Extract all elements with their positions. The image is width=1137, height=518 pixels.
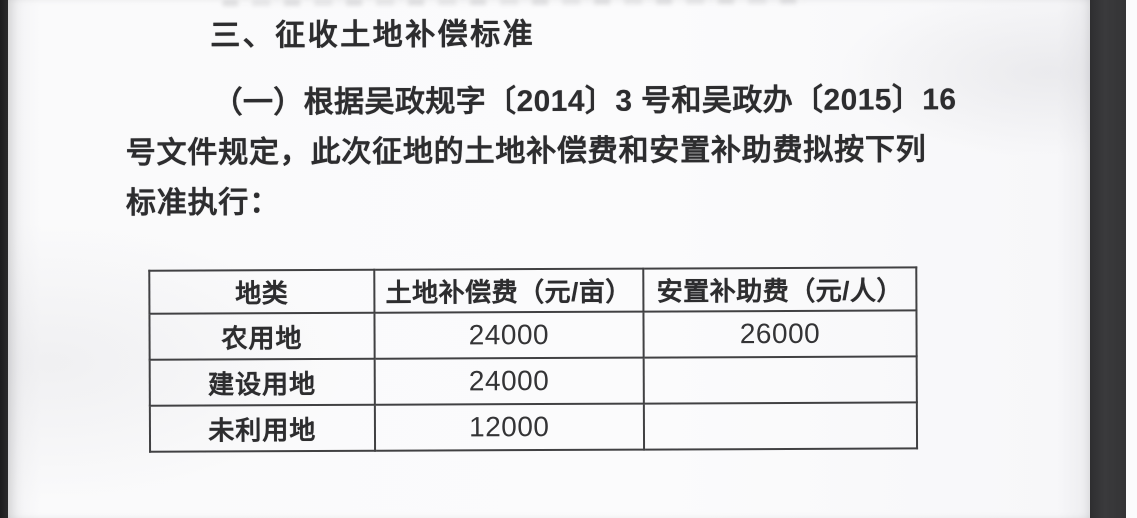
cell-land-type: 农用地 <box>149 312 375 360</box>
table-row: 建设用地 24000 <box>149 356 917 406</box>
paragraph-line-3: 标准执行： <box>125 186 281 220</box>
cell-resettlement-subsidy <box>643 356 917 404</box>
paragraph-line-1: （一）根据吴政规字〔2014〕3 号和吴政办〔2015〕16 <box>212 83 957 120</box>
viewer-dark-edge-right <box>1090 0 1126 518</box>
cell-resettlement-subsidy <box>643 402 918 450</box>
page-content: 三、征收土地补偿标准 （一）根据吴政规字〔2014〕3 号和吴政办〔2015〕1… <box>8 0 1090 518</box>
cropped-top-line-remnant <box>222 0 808 7</box>
viewer-outer-light-strip <box>1126 0 1137 518</box>
scanned-document-page: 三、征收土地补偿标准 （一）根据吴政规字〔2014〕3 号和吴政办〔2015〕1… <box>8 0 1090 518</box>
table-row: 农用地 24000 26000 <box>149 310 917 360</box>
viewer-dark-edge-left <box>0 0 8 518</box>
section-heading: 三、征收土地补偿标准 <box>210 18 536 53</box>
cell-resettlement-subsidy: 26000 <box>643 310 917 358</box>
column-header-land-type: 地类 <box>149 269 375 314</box>
cell-land-compensation: 24000 <box>374 311 644 359</box>
cell-land-type: 建设用地 <box>149 358 375 406</box>
table-row: 未利用地 12000 <box>149 402 918 452</box>
cell-land-type: 未利用地 <box>149 404 375 452</box>
paragraph-line-2: 号文件规定，此次征地的土地补偿费和安置补助费拟按下列 <box>125 133 927 170</box>
cell-land-compensation: 12000 <box>374 403 644 451</box>
compensation-standards-table: 地类 土地补偿费（元/亩） 安置补助费（元/人） 农用地 24000 26000… <box>148 266 918 452</box>
column-header-land-compensation: 土地补偿费（元/亩） <box>373 268 644 313</box>
column-header-resettlement-subsidy: 安置补助费（元/人） <box>643 267 917 312</box>
table-header-row: 地类 土地补偿费（元/亩） 安置补助费（元/人） <box>149 267 917 314</box>
cell-land-compensation: 24000 <box>374 357 644 405</box>
